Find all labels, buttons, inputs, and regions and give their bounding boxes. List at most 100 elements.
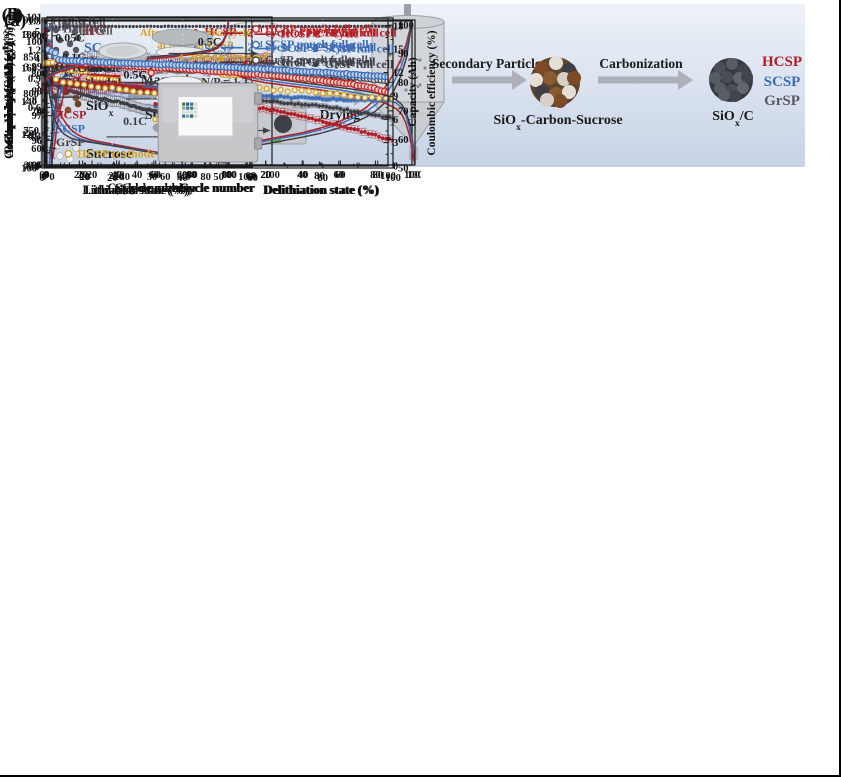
secondary-particle-icon <box>529 56 581 108</box>
svg-text:750: 750 <box>23 126 39 137</box>
svg-text:Capacity (mAh g-1): Capacity (mAh g-1) <box>0 42 16 144</box>
svg-text:0: 0 <box>39 173 44 184</box>
svg-text:3.6: 3.6 <box>24 30 37 41</box>
carbon-powder-icon <box>52 22 82 58</box>
svg-text:100: 100 <box>221 170 237 181</box>
svg-text:Coulombic efficiency (%): Coulombic efficiency (%) <box>426 30 438 155</box>
svg-text:80: 80 <box>398 78 409 89</box>
svg-text:6: 6 <box>393 115 398 126</box>
svg-text:80: 80 <box>372 170 383 181</box>
svg-text:60: 60 <box>160 172 171 183</box>
svg-text:0: 0 <box>49 172 54 183</box>
svg-text:20: 20 <box>107 173 118 184</box>
svg-text:Half cell: Half cell <box>43 19 87 33</box>
svg-text:Cycle number: Cycle number <box>179 181 255 195</box>
step4-label: Carbonization <box>599 56 683 71</box>
svg-text:Cycle number: Cycle number <box>180 181 256 195</box>
svg-text:30: 30 <box>147 172 158 183</box>
svg-text:40: 40 <box>298 170 309 181</box>
svg-text:900: 900 <box>31 31 47 42</box>
svg-text:(h): (h) <box>2 5 23 24</box>
svg-text:100: 100 <box>398 21 414 32</box>
svg-text:80: 80 <box>187 170 198 181</box>
svg-text:20: 20 <box>77 170 88 181</box>
svg-text:100: 100 <box>238 172 254 183</box>
page-right-border <box>839 0 841 777</box>
svg-text:70: 70 <box>398 106 409 117</box>
svg-text:800: 800 <box>31 69 47 80</box>
svg-text:0.0: 0.0 <box>28 161 41 172</box>
svg-text:600: 600 <box>31 144 47 155</box>
svg-text:1.2: 1.2 <box>28 45 41 56</box>
svg-text:0.5C: 0.5C <box>123 68 147 82</box>
svg-text:Capacity (Ah): Capacity (Ah) <box>407 57 419 126</box>
svg-text:40: 40 <box>120 172 131 183</box>
svg-text:Coulombic efficiency (%): Coulombic efficiency (%) <box>2 23 16 159</box>
svg-text:60: 60 <box>398 135 409 146</box>
svg-text:0.6: 0.6 <box>28 103 41 114</box>
svg-text:60: 60 <box>335 170 346 181</box>
svg-text:100: 100 <box>21 164 37 175</box>
process-arrow-3 <box>452 70 527 90</box>
hc-label: HC <box>84 24 105 39</box>
svg-text:20: 20 <box>87 170 98 181</box>
grsp-product-label: GrSP <box>764 93 800 109</box>
svg-text:1: 1 <box>35 135 40 146</box>
svg-text:Capacity (mAh g-1): Capacity (mAh g-1) <box>0 41 16 143</box>
step3-label: Secondary Particles <box>432 56 546 71</box>
svg-text:40: 40 <box>297 170 308 181</box>
svg-text:5: 5 <box>35 27 40 38</box>
svg-text:Voltage (V): Voltage (V) <box>2 62 16 122</box>
svg-text:800: 800 <box>23 89 39 100</box>
svg-text:40: 40 <box>132 170 143 181</box>
svg-text:100: 100 <box>380 171 396 182</box>
svg-text:60: 60 <box>246 171 257 182</box>
svg-text:80: 80 <box>222 170 233 181</box>
svg-text:60: 60 <box>247 172 258 183</box>
svg-text:140: 140 <box>21 97 37 108</box>
svg-text:GrSP: GrSP <box>56 135 85 149</box>
svg-text:(f): (f) <box>2 5 19 24</box>
svg-text:900: 900 <box>23 16 39 27</box>
svg-text:20: 20 <box>113 172 124 183</box>
process-arrow-4 <box>598 70 693 90</box>
svg-text:Cycle number: Cycle number <box>114 181 190 195</box>
svg-text:HCSP 2nd cycle: HCSP 2nd cycle <box>281 26 360 41</box>
svg-text:40: 40 <box>180 172 191 183</box>
svg-text:180: 180 <box>21 30 37 41</box>
svg-text:90: 90 <box>398 49 409 60</box>
svg-text:Capacity (mAh g-1): Capacity (mAh g-1) <box>0 42 16 144</box>
svg-text:100: 100 <box>385 173 401 184</box>
svg-text:(e): (e) <box>2 5 21 24</box>
svg-text:SCSP: SCSP <box>205 41 234 55</box>
svg-text:20: 20 <box>260 170 271 181</box>
svg-text:0: 0 <box>41 172 46 183</box>
product-particle-icon <box>709 58 753 102</box>
svg-text:20: 20 <box>261 170 272 181</box>
svg-text:100: 100 <box>26 37 42 48</box>
svg-text:2.8: 2.8 <box>24 95 37 106</box>
svg-text:0: 0 <box>42 171 47 182</box>
svg-text:0: 0 <box>44 170 49 181</box>
svg-text:0.5C: 0.5C <box>198 35 222 49</box>
intermediate-label: SiOx-Carbon-Sucrose <box>493 113 622 133</box>
svg-text:Cycle number: Cycle number <box>107 181 183 195</box>
svg-text:160: 160 <box>21 64 37 75</box>
svg-text:60: 60 <box>177 170 188 181</box>
svg-text:1.5: 1.5 <box>28 17 41 28</box>
svg-text:2.4: 2.4 <box>24 128 38 139</box>
svg-text:0.05C: 0.05C <box>55 31 85 45</box>
svg-text:3.2: 3.2 <box>24 63 37 74</box>
svg-text:15: 15 <box>393 45 404 56</box>
svg-text:SCSP 2nd cycle: SCSP 2nd cycle <box>281 41 357 56</box>
svg-text:SCSP full cell: SCSP full cell <box>325 41 395 55</box>
svg-text:50: 50 <box>213 172 224 183</box>
svg-text:Delithiation state (%): Delithiation state (%) <box>263 183 378 197</box>
panel-a-label: (a) <box>4 10 26 31</box>
svg-text:0: 0 <box>393 162 398 173</box>
svg-text:12: 12 <box>393 68 404 79</box>
svg-text:0: 0 <box>39 170 44 181</box>
svg-text:3: 3 <box>35 81 40 92</box>
svg-text:20: 20 <box>108 171 119 182</box>
svg-text:0: 0 <box>35 162 40 173</box>
